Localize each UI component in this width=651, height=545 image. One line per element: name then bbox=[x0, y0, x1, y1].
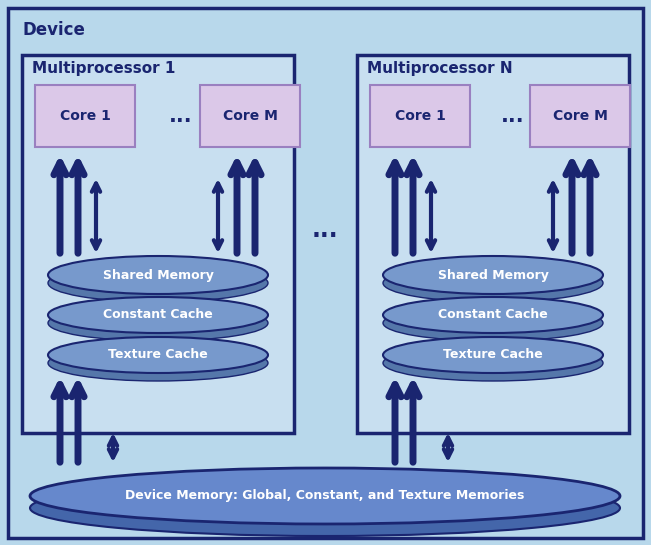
Ellipse shape bbox=[383, 297, 603, 333]
Text: Constant Cache: Constant Cache bbox=[438, 308, 548, 322]
Ellipse shape bbox=[48, 305, 268, 341]
Text: Texture Cache: Texture Cache bbox=[108, 348, 208, 361]
Text: Multiprocessor N: Multiprocessor N bbox=[367, 62, 512, 76]
Bar bbox=[530, 85, 630, 147]
Ellipse shape bbox=[383, 305, 603, 341]
Bar bbox=[200, 85, 300, 147]
Ellipse shape bbox=[48, 345, 268, 381]
Text: Texture Cache: Texture Cache bbox=[443, 348, 543, 361]
Ellipse shape bbox=[383, 264, 603, 302]
Text: Device: Device bbox=[22, 21, 85, 39]
Ellipse shape bbox=[48, 337, 268, 373]
Text: Core 1: Core 1 bbox=[395, 109, 445, 123]
Ellipse shape bbox=[383, 345, 603, 381]
Ellipse shape bbox=[48, 256, 268, 294]
Text: ...: ... bbox=[501, 106, 525, 126]
Bar bbox=[370, 85, 470, 147]
Text: Constant Cache: Constant Cache bbox=[103, 308, 213, 322]
Text: ...: ... bbox=[169, 106, 193, 126]
Text: ...: ... bbox=[312, 218, 339, 242]
Text: Shared Memory: Shared Memory bbox=[103, 269, 214, 282]
Bar bbox=[357, 55, 629, 433]
Text: Device Memory: Global, Constant, and Texture Memories: Device Memory: Global, Constant, and Tex… bbox=[125, 489, 525, 502]
Ellipse shape bbox=[30, 480, 620, 536]
Bar bbox=[22, 55, 294, 433]
Ellipse shape bbox=[48, 264, 268, 302]
Bar bbox=[35, 85, 135, 147]
Text: Multiprocessor 1: Multiprocessor 1 bbox=[32, 62, 175, 76]
Ellipse shape bbox=[48, 297, 268, 333]
Text: Shared Memory: Shared Memory bbox=[437, 269, 548, 282]
Text: Core M: Core M bbox=[553, 109, 607, 123]
Text: Core M: Core M bbox=[223, 109, 277, 123]
Ellipse shape bbox=[383, 256, 603, 294]
Ellipse shape bbox=[30, 468, 620, 524]
Ellipse shape bbox=[383, 337, 603, 373]
Text: Core 1: Core 1 bbox=[59, 109, 111, 123]
